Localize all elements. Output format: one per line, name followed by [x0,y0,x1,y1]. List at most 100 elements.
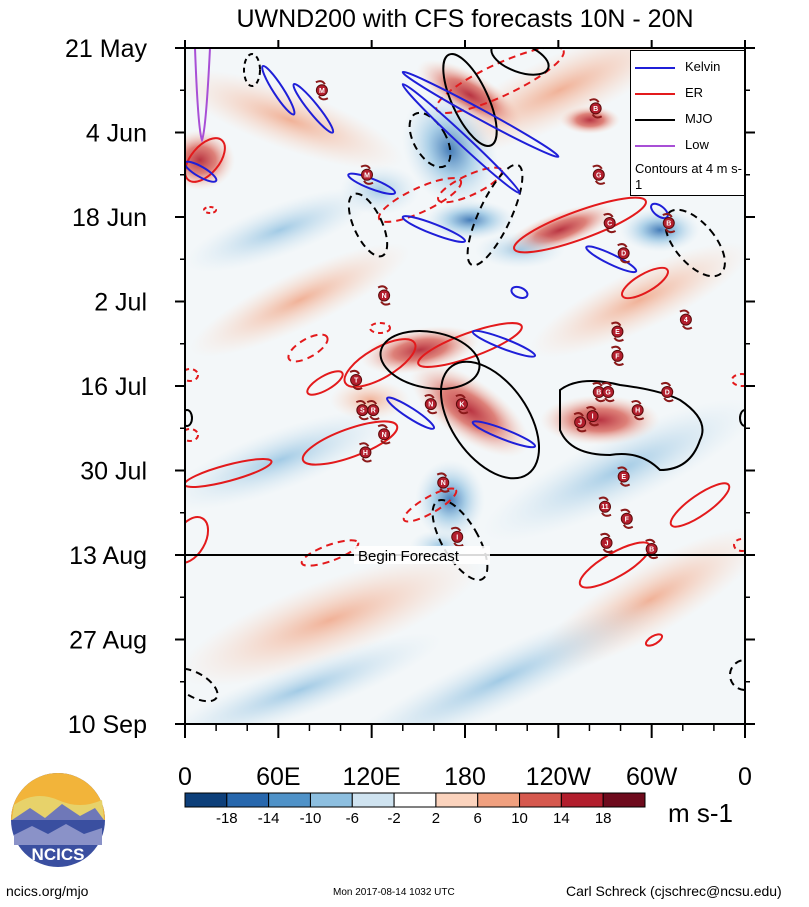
kelvin-wave-contour [401,70,560,158]
begin-forecast-label-background [354,546,490,564]
y-tick-label: 2 Jul [94,289,147,317]
contour-note: Contours at 4 m s-1 [635,161,742,192]
colorbar-tick-label: 6 [474,810,482,827]
colorbar-tick-label: -18 [216,810,238,827]
colorbar-swatch [435,792,479,808]
storm-dot [437,476,450,489]
storm-name: H [635,408,640,415]
y-tick-label: 13 Aug [69,542,147,570]
storm-marker: C [603,212,617,234]
storm-name: M [319,88,325,95]
storm-marker: N [377,424,391,445]
y-axis-labels: 21 May 4 Jun 18 Jun 2 Jul 16 Jul 30 Jul 13 Aug… [65,35,147,739]
storm-marker: D [617,243,631,264]
storm-marker: E [617,466,631,487]
storm-dot [574,416,587,429]
storm-dot [361,168,373,181]
storm-name: C [607,221,612,228]
legend-label-kelvin: Kelvin [685,59,721,74]
colorbar-swatch [184,792,228,808]
storm-marker: G [592,164,606,185]
colorbar-tick-label: -2 [387,810,400,827]
storm-spiral [600,532,614,554]
storm-spiral [586,406,600,427]
storm-dot [599,500,611,513]
storm-name: N [441,480,446,487]
storm-marker: G [601,381,615,403]
chart-title: UWND200 with CFS forecasts 10N - 20N [236,5,693,33]
storm-name: M [364,172,370,179]
storm-name: N [428,402,433,409]
storm-spiral [610,345,624,366]
kelvin-wave-contour [386,396,436,430]
x-tick-label: 60W [626,763,678,791]
storm-dot [586,410,599,423]
colorbar-swatch [351,792,395,808]
kelvin-wave-contour [650,202,669,220]
x-tick-label: 60E [256,763,300,791]
colorbar-swatch [309,792,353,808]
kelvin-wave-contour [585,245,638,274]
storm-dot [455,398,468,411]
storm-name: K [459,402,464,409]
storm-name: H [363,450,368,457]
storm-marker: M [315,80,329,101]
storm-spiral [617,243,631,264]
storm-dot [611,325,624,338]
colorbar-swatch [602,792,646,808]
storm-name: I [456,534,458,541]
storm-dot [617,470,630,483]
storm-spiral [592,381,606,403]
storm-dot [631,404,644,417]
y-tick-label: 21 May [65,35,147,63]
axis-ticks [175,40,755,738]
storm-spiral [601,381,615,403]
storm-dot [662,217,675,230]
legend-swatch-er [635,93,675,95]
colorbar-unit: m s-1 [668,798,733,828]
footer-author: Carl Schreck (cjschrec@ncsu.edu) [566,883,782,899]
colorbar-tick-label: 14 [553,810,570,827]
legend-swatch-kelvin [635,67,675,69]
storm-name: T [354,377,359,384]
storm-spiral [631,400,645,421]
storm-marker: I [450,526,464,548]
storm-dot [679,313,692,326]
x-tick-label: 120E [342,763,400,791]
storm-name: E [615,329,620,336]
x-tick-label: 0 [178,763,192,791]
storm-marker: J [573,412,587,433]
storm-spiral [355,400,369,421]
storm-marker: 11 [598,496,612,517]
storm-name: J [578,420,582,427]
legend-label-low: Low [685,137,709,152]
storm-spiral [377,424,391,445]
storm-name: 4 [684,317,688,324]
storm-dot [424,398,437,411]
storm-spiral [573,412,587,433]
storm-name: S [360,408,365,415]
kelvin-wave-contour [471,329,537,358]
kelvin-wave-contour [347,172,397,195]
storm-marker: K [455,393,469,415]
x-tick-label: 0 [738,763,752,791]
storm-marker: H [631,400,645,421]
storm-name: B [596,390,601,397]
storm-dot [602,386,615,399]
storm-spiral [366,400,380,421]
legend-label-mjo: MJO [685,111,713,126]
colorbar-tick-label: 10 [511,810,528,827]
storm-marker: D [660,381,674,403]
storm-marker: S [355,400,369,421]
storm-name: J [605,540,609,547]
storm-spiral [589,98,603,119]
storm-name: G [605,390,611,397]
colorbar-swatch [226,792,270,808]
storm-marker: H [358,442,372,463]
colorbar-tick-label: -14 [258,810,280,827]
ncics-logo: NCICS [11,773,105,867]
storm-dot [451,530,464,543]
storm-spiral [315,80,329,101]
storm-marker: 4 [679,309,693,330]
